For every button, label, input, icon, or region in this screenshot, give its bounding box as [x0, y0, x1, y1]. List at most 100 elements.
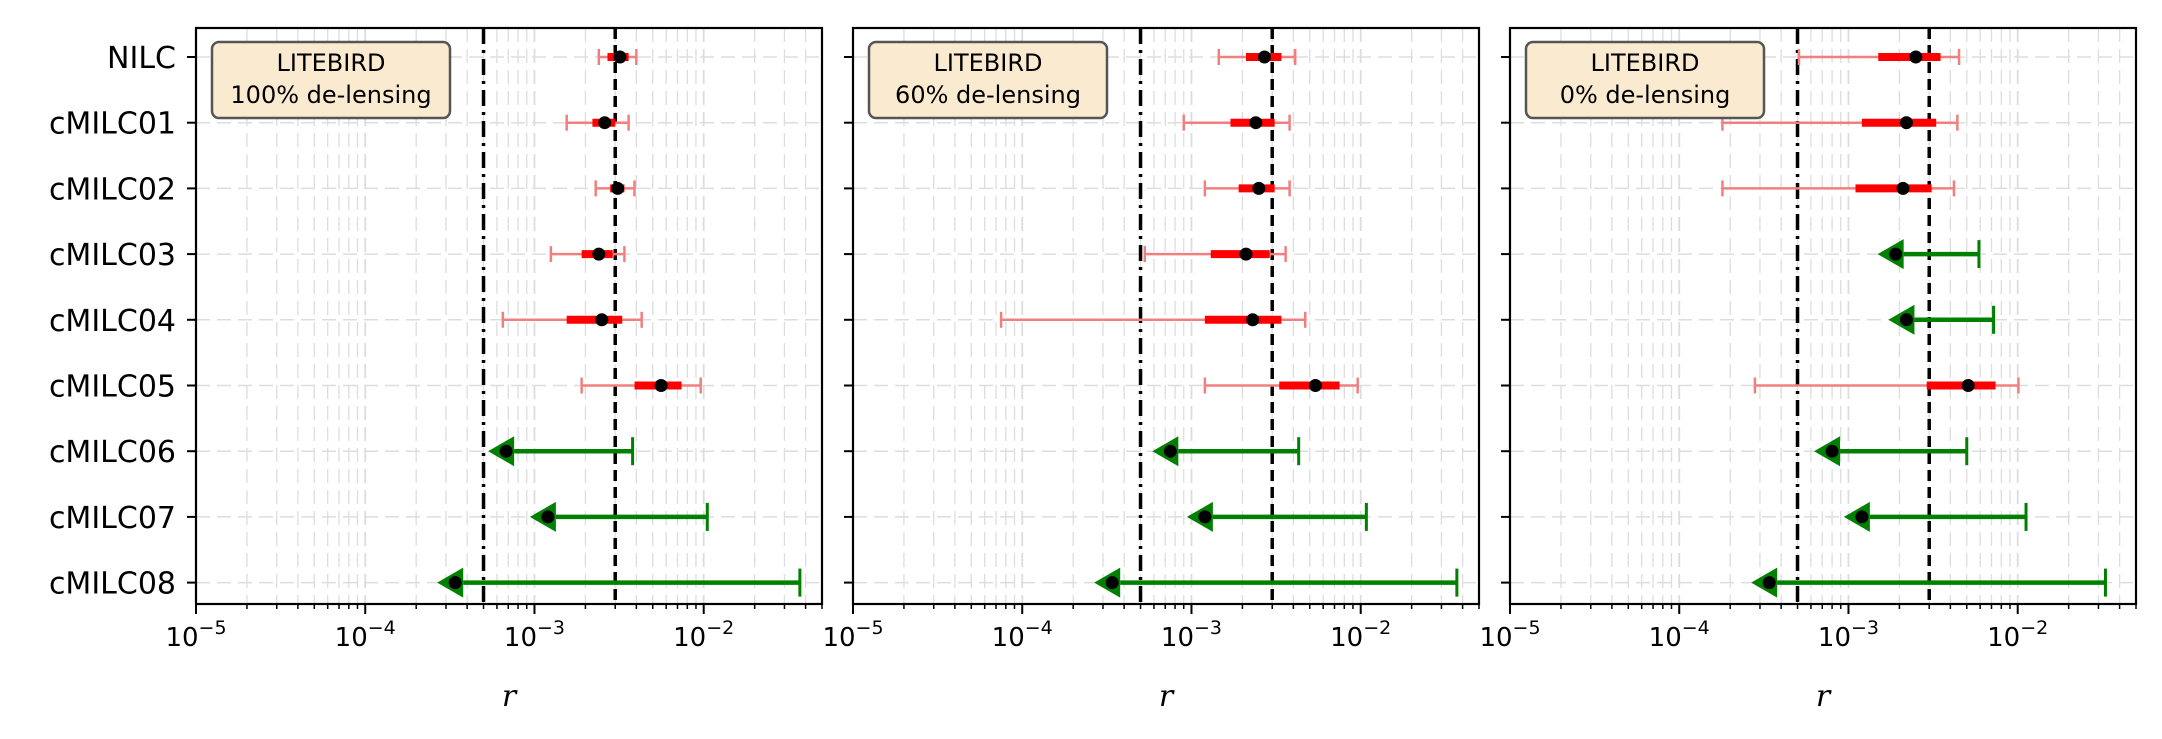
annotation-box — [210, 40, 452, 120]
tick-exponent: −5 — [856, 617, 884, 639]
tick-base: 10 — [673, 623, 706, 653]
entry-cMILC08 — [1751, 567, 2107, 598]
tick-base: 10 — [1987, 623, 2020, 653]
annotation-text: 60% de-lensing — [895, 81, 1081, 109]
annotation-text: LITEBIRD — [934, 49, 1043, 77]
category-label: cMILC01 — [49, 107, 176, 142]
category-label: cMILC03 — [49, 238, 176, 273]
annotation-text: LITEBIRD — [277, 49, 386, 77]
tick-base: 10 — [1649, 623, 1682, 653]
data-point — [1961, 379, 1975, 392]
data-point — [598, 116, 612, 130]
tick-base: 10 — [165, 623, 198, 653]
entry-cMILC03 — [549, 246, 626, 263]
entry-cMILC08 — [437, 567, 802, 598]
entry-cMILC07 — [529, 501, 709, 532]
tick-exponent: −2 — [1363, 617, 1391, 639]
tick-exponent: −3 — [537, 617, 565, 639]
entry-cMILC01 — [565, 114, 630, 131]
entry-cMILC06 — [1814, 436, 1969, 467]
data-point — [592, 247, 606, 261]
x-tick-label: 10−4 — [335, 617, 396, 653]
x-axis-label: r — [1159, 679, 1175, 714]
category-label: cMILC08 — [49, 567, 176, 602]
tick-exponent: −2 — [706, 617, 734, 639]
x-tick-label: 10−4 — [992, 617, 1053, 653]
tick-base: 10 — [1161, 623, 1194, 653]
x-tick-label: 10−4 — [1649, 617, 1710, 653]
data-point — [541, 510, 555, 524]
entry-cMILC03 — [1877, 239, 1981, 270]
category-label: NILC — [107, 41, 176, 76]
annotation-text: LITEBIRD — [1591, 49, 1700, 77]
x-axis-label: r — [502, 679, 518, 714]
tick-exponent: −5 — [1513, 617, 1541, 639]
tick-exponent: −4 — [1025, 617, 1053, 639]
entry-cMILC05 — [580, 377, 702, 394]
entry-cMILC05 — [1753, 377, 2020, 394]
annotation-box — [1524, 40, 1766, 120]
data-point — [1899, 313, 1913, 327]
data-point — [1896, 181, 1910, 195]
data-point — [595, 313, 609, 327]
entry-NILC — [1217, 49, 1297, 65]
x-tick-label: 10−5 — [822, 617, 883, 653]
data-point — [1257, 50, 1271, 64]
x-tick-label: 10−5 — [165, 617, 226, 653]
tick-exponent: −4 — [1682, 617, 1710, 639]
entry-cMILC07 — [1843, 501, 2028, 532]
category-label: cMILC04 — [49, 304, 176, 339]
entry-cMILC01 — [1721, 114, 1959, 131]
data-point — [1105, 576, 1119, 590]
entry-cMILC01 — [1182, 114, 1291, 131]
data-point — [1246, 313, 1260, 327]
entry-cMILC06 — [1152, 436, 1301, 467]
tick-base: 10 — [1479, 623, 1512, 653]
x-axis-label: r — [1816, 679, 1832, 714]
data-point — [1855, 510, 1869, 524]
entry-cMILC03 — [1143, 246, 1287, 263]
entry-cMILC02 — [1203, 180, 1291, 197]
x-tick-label: 10−3 — [1161, 617, 1222, 653]
tick-base: 10 — [822, 623, 855, 653]
data-point — [448, 576, 462, 590]
tick-exponent: −2 — [2020, 617, 2048, 639]
category-label: cMILC06 — [49, 435, 176, 470]
entry-cMILC08 — [1094, 567, 1459, 598]
annotation-text: 100% de-lensing — [230, 81, 431, 109]
data-point — [1252, 181, 1266, 195]
entry-NILC — [1797, 49, 1961, 65]
data-point — [1163, 444, 1177, 458]
data-point — [1899, 116, 1913, 130]
tick-exponent: −4 — [368, 617, 396, 639]
data-point — [499, 444, 513, 458]
entry-cMILC04 — [999, 311, 1307, 328]
entry-cMILC04 — [501, 311, 643, 328]
tick-base: 10 — [504, 623, 537, 653]
x-tick-label: 10−2 — [673, 617, 734, 653]
panel-1: NILC cMILC01 cMILC02 cMILC03 cMILC04 cMILC05 c… — [49, 26, 824, 714]
x-tick-label: 10−2 — [1987, 617, 2048, 653]
tick-base: 10 — [1330, 623, 1363, 653]
entry-cMILC07 — [1186, 501, 1368, 532]
annotation-text: 0% de-lensing — [1560, 81, 1731, 109]
category-label: cMILC07 — [49, 501, 176, 536]
category-label: cMILC02 — [49, 172, 176, 207]
entry-cMILC02 — [1721, 180, 1956, 197]
x-tick-label: 10−2 — [1330, 617, 1391, 653]
data-point — [1889, 247, 1903, 261]
entry-cMILC02 — [594, 180, 636, 197]
tick-base: 10 — [335, 623, 368, 653]
data-point — [654, 379, 668, 392]
tick-exponent: −3 — [1851, 617, 1879, 639]
tick-exponent: −5 — [199, 617, 227, 639]
entry-NILC — [597, 49, 638, 65]
x-tick-label: 10−5 — [1479, 617, 1540, 653]
data-point — [1308, 379, 1322, 392]
grid — [852, 28, 1480, 604]
data-point — [613, 50, 627, 64]
data-point — [1762, 576, 1776, 590]
